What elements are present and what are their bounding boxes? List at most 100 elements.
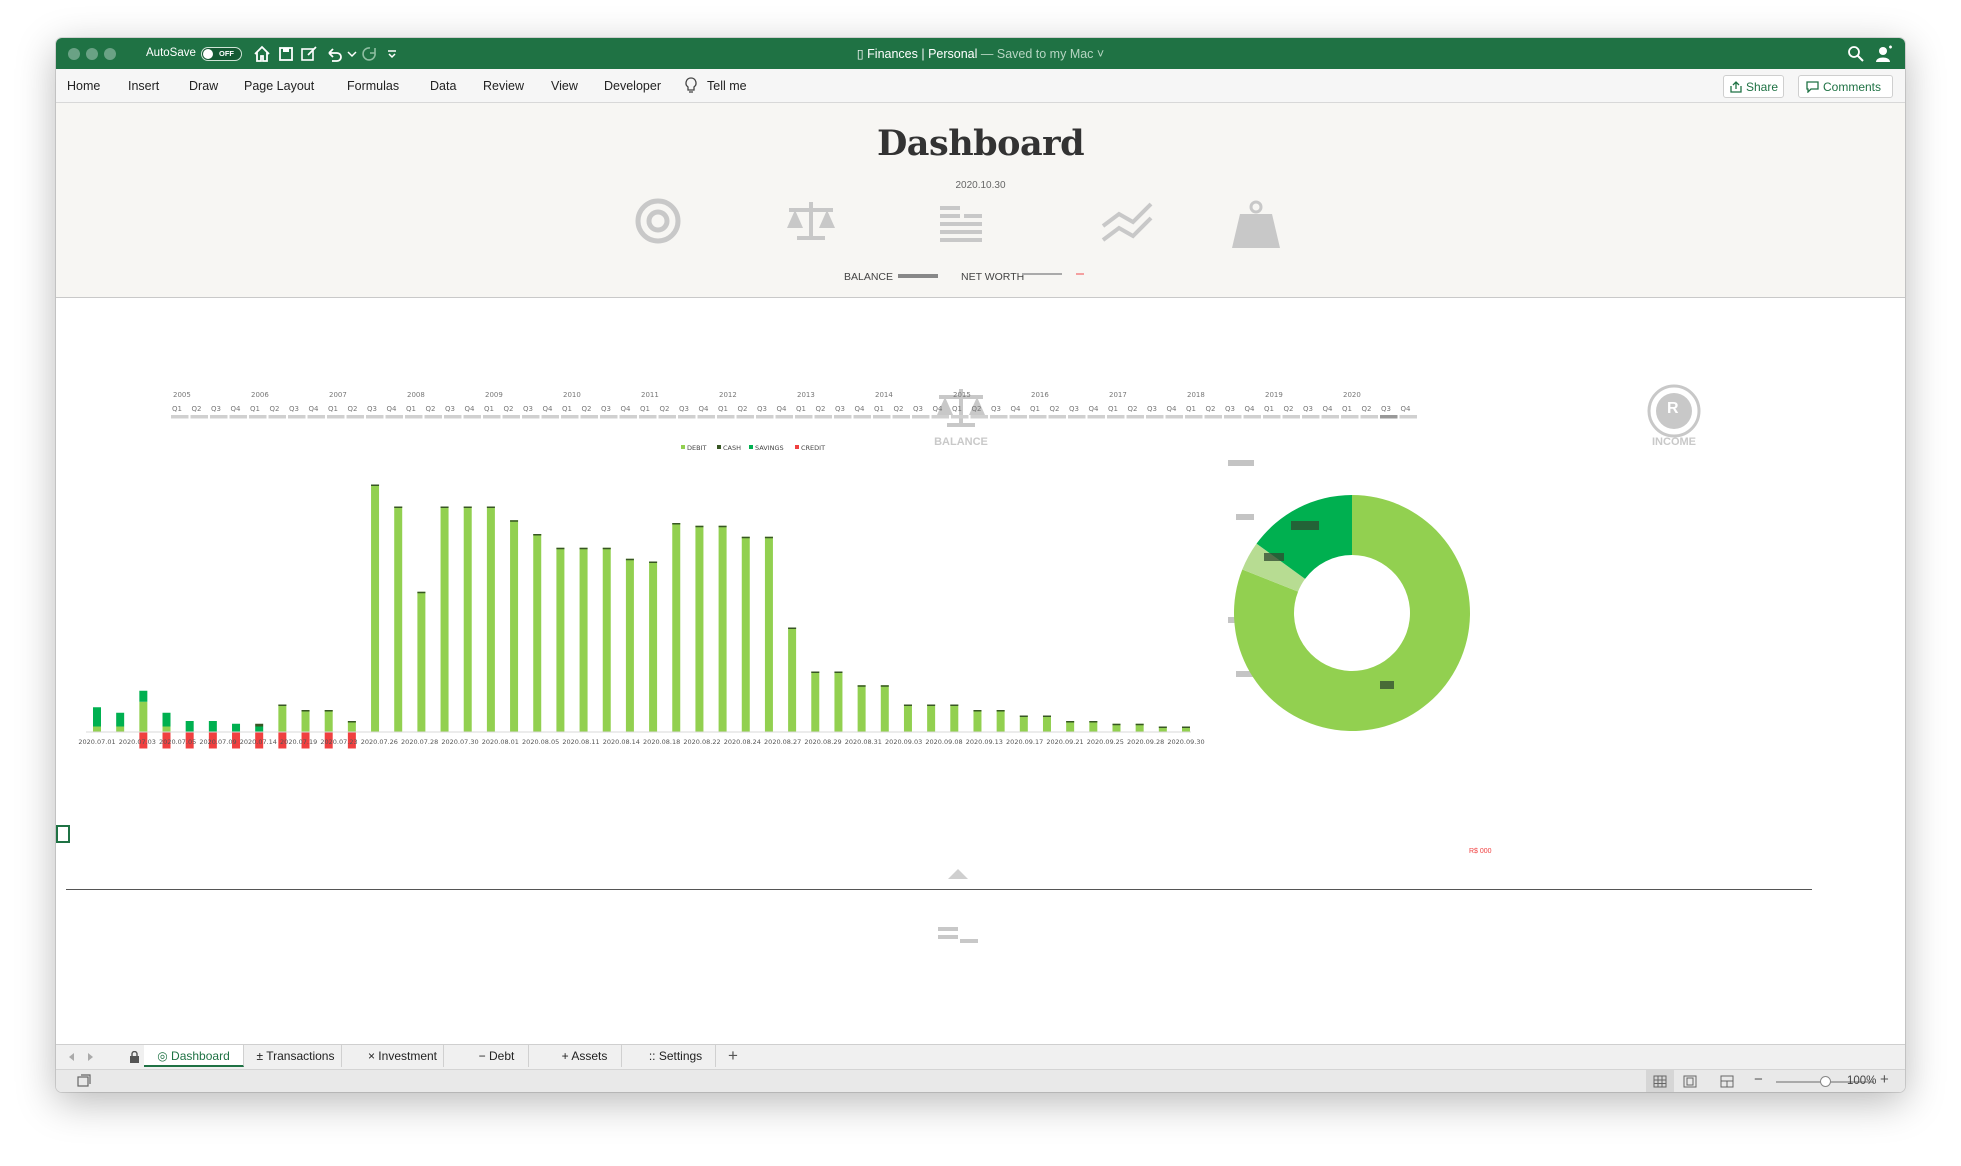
timeline-bar [951,415,969,419]
menu-insert[interactable]: Insert [128,79,160,93]
tell-me-search[interactable]: Tell me [707,79,747,93]
zoom-slider-thumb[interactable] [1820,1076,1831,1087]
zoom-out-button[interactable]: − [1754,1071,1763,1088]
timeline-quarter: Q2 [426,405,436,413]
redo-icon[interactable] [360,44,380,64]
bar-savings [116,712,125,727]
add-person-icon[interactable] [1874,44,1894,64]
close-window-button[interactable] [68,48,80,60]
legend-label: SAVINGS [755,444,784,452]
share-button[interactable]: Share [1723,75,1784,98]
timeline-quarter: Q3 [445,405,455,413]
list-icon[interactable] [938,198,984,244]
add-sheet-button[interactable]: + [728,1046,738,1065]
save-status[interactable]: — Saved to my Mac ˅ [980,47,1105,61]
bar-cash [1112,723,1121,726]
bar-cash [371,484,380,486]
timeline-year: 2007 [329,391,347,399]
minimize-window-button[interactable] [86,48,98,60]
home-icon[interactable] [252,44,272,64]
balance-section-icon[interactable] [932,385,990,431]
income-icon[interactable] [1646,383,1702,439]
legend-swatch [749,445,753,449]
zoom-level[interactable]: 100% [1847,1075,1877,1087]
bar-cash [649,561,658,563]
tab-transactions[interactable]: ± Transactions [250,1045,342,1067]
balance-scale-icon[interactable] [783,198,839,244]
bar-debit [741,536,750,732]
list-section-icon[interactable] [936,923,980,945]
macro-record-icon[interactable] [76,1074,92,1088]
timeline-bar [970,415,988,419]
collapse-up-icon[interactable] [948,869,968,879]
x-tick-label: 2020.07.28 [401,738,438,746]
selected-cell[interactable] [56,825,70,843]
timeline-bar [268,415,286,419]
menu-home[interactable]: Home [67,79,101,93]
timeline-bar [697,415,715,419]
save-icon[interactable] [276,44,296,64]
timeline-quarter: Q2 [192,405,202,413]
tab-scroll-left-icon[interactable] [66,1051,78,1063]
menu-view[interactable]: View [551,79,578,93]
zoom-window-button[interactable] [104,48,116,60]
customize-toolbar-icon[interactable] [382,44,402,64]
timeline-quarter: Q3 [601,405,611,413]
trend-chart-icon[interactable] [1099,198,1155,244]
timeline-bar [366,415,384,419]
undo-icon[interactable] [324,44,344,64]
edit-icon[interactable] [299,44,319,64]
tab-scroll-right-icon[interactable] [84,1051,96,1063]
search-icon[interactable] [1846,44,1866,64]
zoom-in-button[interactable]: + [1880,1071,1889,1088]
timeline-bar [1185,415,1203,419]
bar-cash [1158,726,1167,728]
tab-dashboard[interactable]: ◎ Dashboard [144,1045,244,1067]
normal-view-button[interactable] [1646,1070,1674,1092]
bar-cash [556,547,565,550]
autosave-toggle[interactable]: OFF [201,47,242,61]
comment-icon [1806,81,1819,93]
menu-developer[interactable]: Developer [604,79,661,93]
page-break-view-icon[interactable] [1720,1075,1734,1088]
timeline-quarter: Q3 [211,405,221,413]
y-label-redacted [1236,671,1254,677]
menu-data[interactable]: Data [430,79,457,93]
timeline-year: 2008 [407,391,425,399]
section-divider [66,889,1812,890]
tab-debt[interactable]: − Debt [465,1045,529,1067]
timeline-bar [931,415,949,419]
comments-button[interactable]: Comments [1798,75,1893,98]
lock-icon [130,1051,139,1063]
share-icon [1730,81,1742,93]
menu-draw[interactable]: Draw [189,79,219,93]
page-layout-view-icon[interactable] [1683,1075,1697,1088]
menu-formulas[interactable]: Formulas [347,79,400,93]
target-icon[interactable] [635,198,681,244]
timeline-bar [1399,415,1417,419]
x-tick-label: 2020.07.01 [78,738,115,746]
menu-page-layout[interactable]: Page Layout [244,79,315,93]
bar-debit [811,671,820,732]
bar-cash [486,506,495,508]
bar-cash [973,710,982,712]
bar-savings [93,707,101,727]
timeline-quarter: Q4 [1167,405,1178,413]
bar-debit [463,506,472,732]
menu-review[interactable]: Review [483,79,524,93]
timeline-bar [1068,415,1086,419]
weight-icon[interactable] [1230,198,1282,250]
ribbon-menu: Home Insert Draw Page Layout Formulas Da… [56,69,1905,103]
chevron-down-icon[interactable] [342,44,362,64]
timeline-bar [990,415,1008,419]
tab-assets[interactable]: + Assets [548,1045,622,1067]
bar-credit [278,732,287,749]
timeline-year: 2017 [1109,391,1127,399]
timeline-quarter: Q4 [777,405,788,413]
bar-cash [788,627,797,629]
worksheet[interactable]: Dashboard 2020.10.30 BALANCE NET WORTH B… [56,103,1905,1044]
tab-investment[interactable]: × Investment [362,1045,444,1067]
tab-settings[interactable]: :: Settings [636,1045,716,1067]
income-badge-letter: R [1667,400,1679,417]
bar-debit [834,671,843,732]
